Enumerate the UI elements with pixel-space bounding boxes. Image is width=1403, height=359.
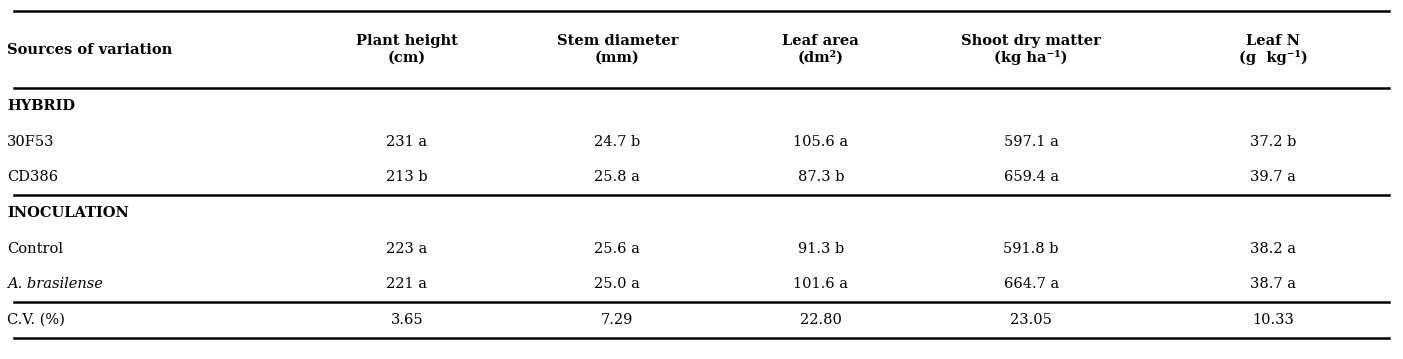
Text: CD386: CD386	[7, 171, 58, 185]
Text: C.V. (%): C.V. (%)	[7, 313, 65, 327]
Text: Leaf N
(g  kg⁻¹): Leaf N (g kg⁻¹)	[1239, 34, 1308, 65]
Text: 87.3 b: 87.3 b	[797, 171, 845, 185]
Text: 659.4 a: 659.4 a	[1003, 171, 1059, 185]
Text: 25.8 a: 25.8 a	[595, 171, 640, 185]
Text: 38.7 a: 38.7 a	[1250, 277, 1296, 291]
Text: 221 a: 221 a	[386, 277, 428, 291]
Text: 597.1 a: 597.1 a	[1003, 135, 1059, 149]
Text: Plant height
(cm): Plant height (cm)	[356, 34, 457, 65]
Text: INOCULATION: INOCULATION	[7, 206, 129, 220]
Text: 591.8 b: 591.8 b	[1003, 242, 1059, 256]
Text: 3.65: 3.65	[390, 313, 424, 327]
Text: 7.29: 7.29	[600, 313, 634, 327]
Text: 91.3 b: 91.3 b	[798, 242, 843, 256]
Text: 10.33: 10.33	[1253, 313, 1294, 327]
Text: Shoot dry matter
(kg ha⁻¹): Shoot dry matter (kg ha⁻¹)	[961, 34, 1101, 65]
Text: 101.6 a: 101.6 a	[793, 277, 849, 291]
Text: Control: Control	[7, 242, 63, 256]
Text: 24.7 b: 24.7 b	[595, 135, 640, 149]
Text: 105.6 a: 105.6 a	[793, 135, 849, 149]
Text: 25.0 a: 25.0 a	[595, 277, 640, 291]
Text: 23.05: 23.05	[1010, 313, 1052, 327]
Text: 223 a: 223 a	[386, 242, 428, 256]
Text: A. brasilense: A. brasilense	[7, 277, 102, 291]
Text: 664.7 a: 664.7 a	[1003, 277, 1059, 291]
Text: 231 a: 231 a	[386, 135, 428, 149]
Text: 30F53: 30F53	[7, 135, 55, 149]
Text: 22.80: 22.80	[800, 313, 842, 327]
Text: 25.6 a: 25.6 a	[595, 242, 640, 256]
Text: Sources of variation: Sources of variation	[7, 43, 173, 57]
Text: HYBRID: HYBRID	[7, 99, 74, 113]
Text: 213 b: 213 b	[386, 171, 428, 185]
Text: Stem diameter
(mm): Stem diameter (mm)	[557, 34, 678, 65]
Text: 39.7 a: 39.7 a	[1250, 171, 1296, 185]
Text: 37.2 b: 37.2 b	[1250, 135, 1296, 149]
Text: 38.2 a: 38.2 a	[1250, 242, 1296, 256]
Text: Leaf area
(dm²): Leaf area (dm²)	[783, 34, 859, 65]
